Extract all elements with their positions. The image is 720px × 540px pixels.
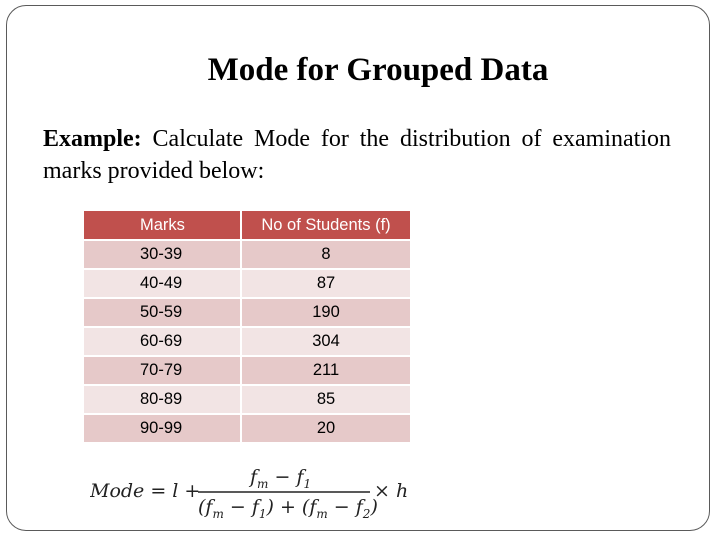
table-row: 70-79 211: [84, 357, 410, 386]
table-header-row: Marks No of Students (f): [84, 211, 410, 241]
cell-students: 20: [242, 415, 410, 444]
cell-students: 8: [242, 241, 410, 270]
header-students: No of Students (f): [242, 211, 410, 241]
header-marks: Marks: [84, 211, 242, 241]
formula-denominator: (fm − f1) + (fm − f2): [198, 496, 378, 520]
table-row: 30-39 8: [84, 241, 410, 270]
formula-rhs: × h: [374, 480, 408, 502]
example-paragraph: Example: Calculate Mode for the distribu…: [43, 123, 671, 187]
table-row: 80-89 85: [84, 386, 410, 415]
cell-students: 85: [242, 386, 410, 415]
table-row: 60-69 304: [84, 328, 410, 357]
cell-students: 211: [242, 357, 410, 386]
table-row: 40-49 87: [84, 270, 410, 299]
example-text: Calculate Mode for the distribution of e…: [43, 126, 671, 184]
table-row: 50-59 190: [84, 299, 410, 328]
cell-marks: 90-99: [84, 415, 242, 444]
cell-marks: 60-69: [84, 328, 242, 357]
cell-marks: 30-39: [84, 241, 242, 270]
formula-numerator: fm − f1: [248, 466, 311, 491]
cell-marks: 50-59: [84, 299, 242, 328]
slide-title: Mode for Grouped Data: [207, 52, 549, 88]
table-row: 90-99 20: [84, 415, 410, 444]
cell-marks: 70-79: [84, 357, 242, 386]
formula-lhs: Mode = l +: [90, 480, 200, 502]
example-lead: Example:: [43, 126, 142, 152]
mode-formula: Mode = l + fm − f1 (fm − f1) + (fm − f2)…: [90, 466, 408, 520]
cell-students: 87: [242, 270, 410, 299]
cell-marks: 40-49: [84, 270, 242, 299]
cell-marks: 80-89: [84, 386, 242, 415]
cell-students: 190: [242, 299, 410, 328]
marks-table: Marks No of Students (f) 30-39 8 40-49 8…: [84, 211, 410, 444]
cell-students: 304: [242, 328, 410, 357]
